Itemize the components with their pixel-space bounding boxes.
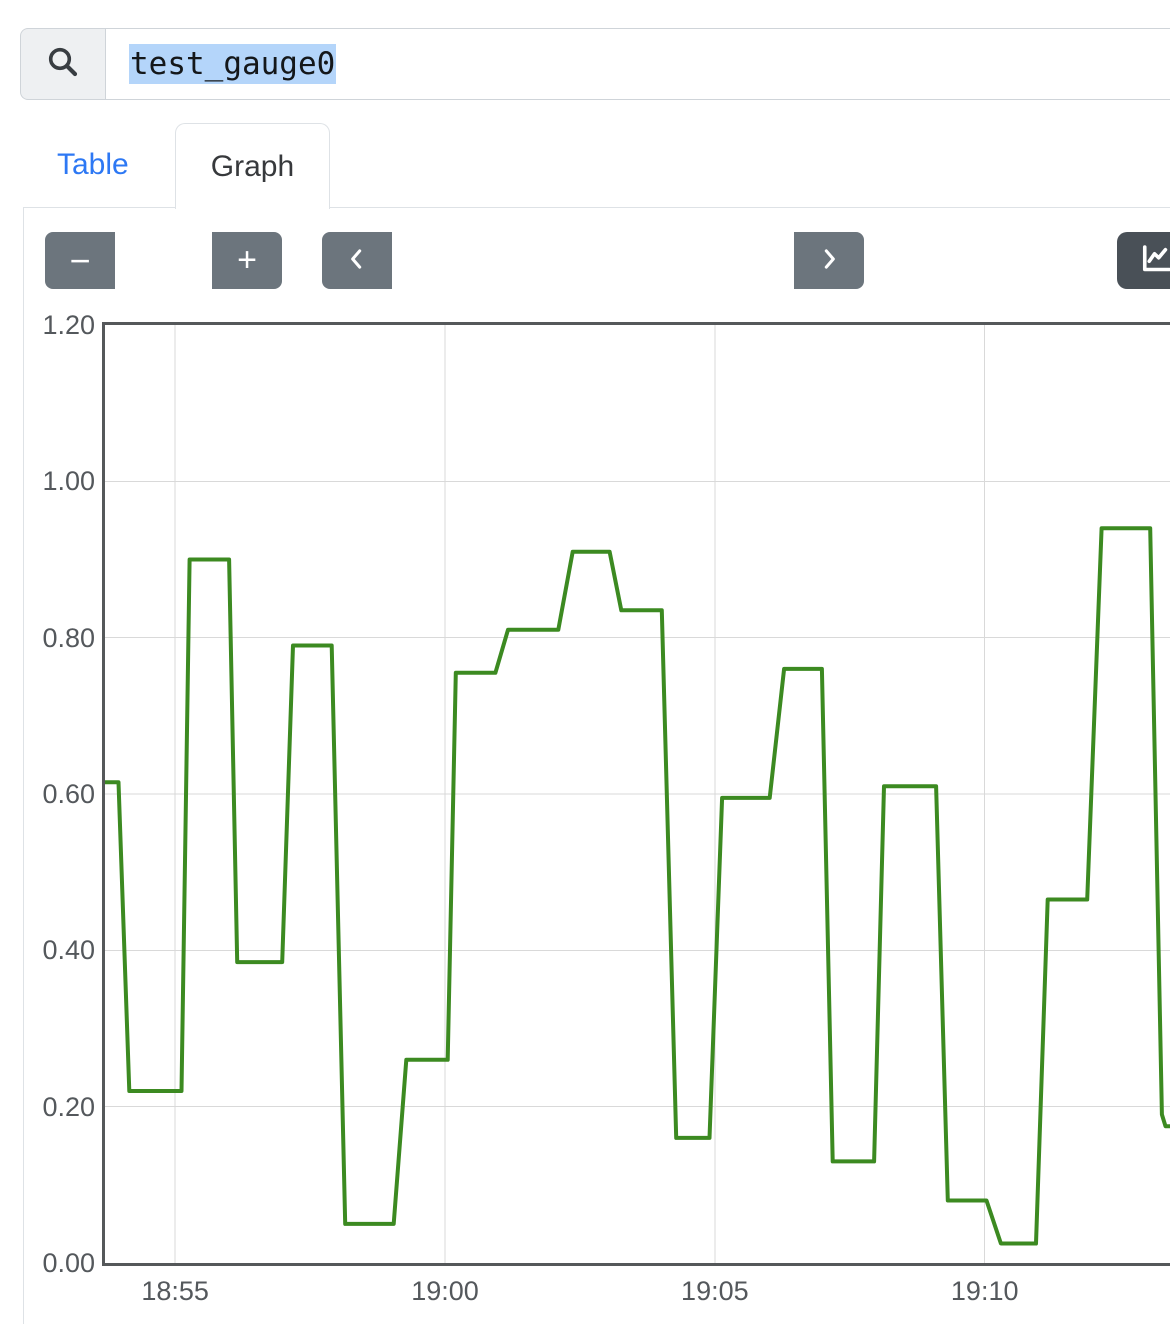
- y-tick-label: 0.20: [42, 1091, 95, 1122]
- chevron-right-icon: [816, 246, 842, 275]
- tab-graph[interactable]: Graph: [175, 123, 330, 209]
- expression-input-value: test_gauge0: [129, 44, 337, 84]
- x-tick-label: 19:10: [950, 1276, 1019, 1306]
- series-line: [105, 526, 1170, 1246]
- expression-input[interactable]: test_gauge0: [105, 28, 1170, 100]
- tab-table[interactable]: Table: [57, 148, 129, 181]
- search-addon: [20, 28, 105, 100]
- range-decrease-button[interactable]: −: [45, 232, 115, 289]
- y-tick-label: 0.80: [42, 622, 95, 653]
- plus-icon: +: [237, 241, 257, 279]
- y-tick-label: 1.20: [42, 310, 95, 340]
- x-tick-label: 19:00: [411, 1276, 479, 1306]
- y-tick-label: 0.40: [42, 935, 95, 966]
- y-tick-label: 0.00: [42, 1248, 95, 1278]
- range-increase-button[interactable]: +: [212, 232, 282, 289]
- tab-graph-label: Graph: [210, 149, 295, 183]
- x-tick-label: 18:55: [141, 1276, 209, 1306]
- y-tick-label: 0.60: [42, 779, 95, 809]
- time-forward-button[interactable]: [794, 232, 864, 289]
- x-tick-label: 19:05: [681, 1276, 749, 1306]
- search-icon: [45, 44, 81, 85]
- stacked-graph-toggle-button[interactable]: [1117, 232, 1170, 289]
- time-back-button[interactable]: [322, 232, 392, 289]
- metric-search-bar: test_gauge0: [20, 28, 1170, 100]
- y-tick-label: 1.00: [42, 466, 95, 497]
- chart-line-icon: [1138, 241, 1170, 280]
- chevron-left-icon: [344, 246, 370, 275]
- plot-area[interactable]: [102, 322, 1170, 1266]
- chart-canvas: [105, 325, 1170, 1263]
- minus-icon: −: [69, 239, 91, 281]
